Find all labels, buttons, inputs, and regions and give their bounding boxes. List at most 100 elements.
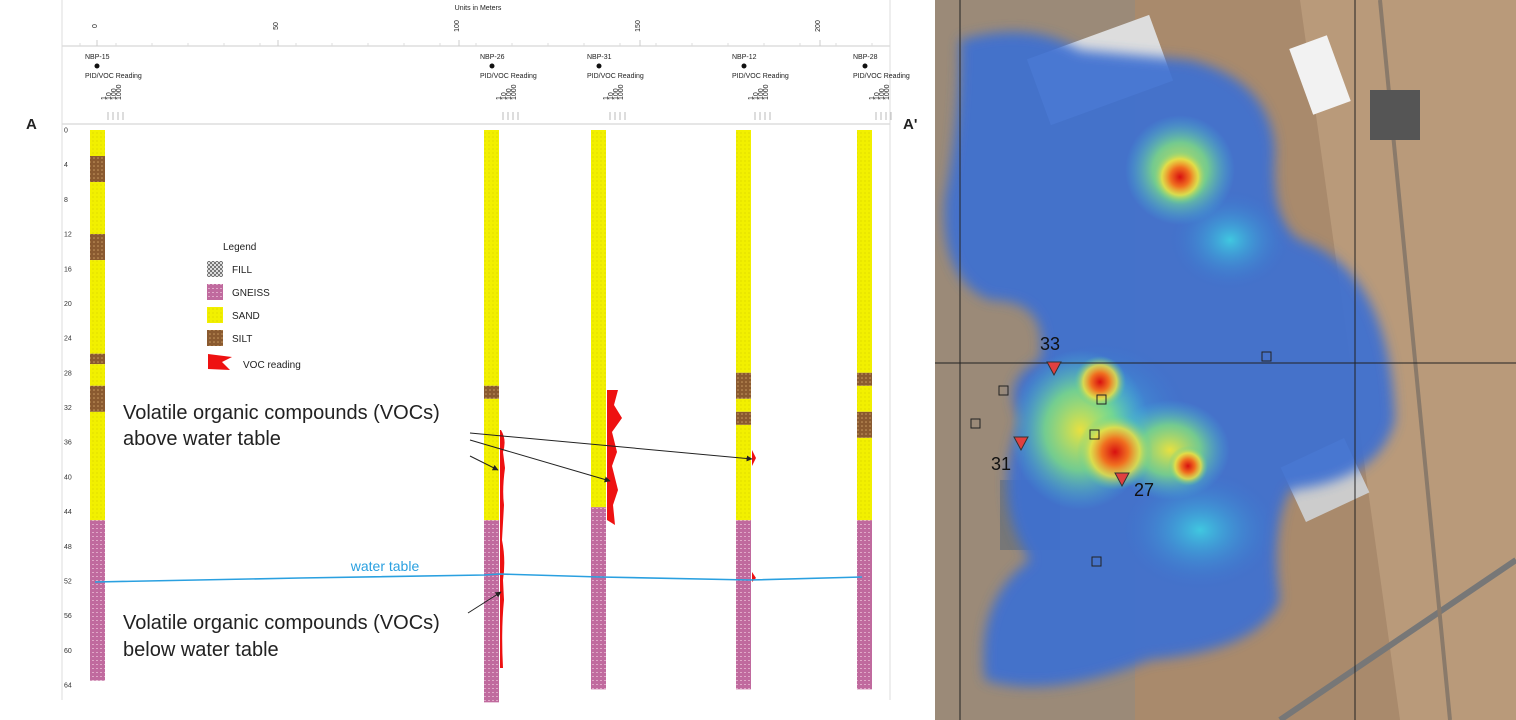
layer-sand <box>484 130 499 386</box>
legend-label: FILL <box>232 265 252 276</box>
scale-label: 100 <box>454 20 461 32</box>
depth-label: 48 <box>64 544 72 551</box>
well-label: 31 <box>991 454 1011 474</box>
depth-label: 16 <box>64 266 72 273</box>
scale-label: 200 <box>815 20 822 32</box>
arrow <box>469 432 753 462</box>
cross-section: Units in Meters A A' Legend FILL GNEISS … <box>26 0 917 703</box>
reading-scale-label: 100 <box>613 88 620 100</box>
depth-label: 44 <box>64 509 72 516</box>
layer-gneiss <box>736 520 751 690</box>
layer-sand <box>736 398 751 412</box>
annotation-line: Volatile organic compounds (VOCs) <box>123 612 440 634</box>
boring-name: NBP-26 <box>480 54 505 61</box>
well-marker <box>1114 472 1130 488</box>
well-marker <box>1013 436 1029 452</box>
map: 33 31 27 <box>935 0 1516 720</box>
legend-swatch <box>208 354 232 370</box>
boring-dot <box>94 63 100 69</box>
layer-sand <box>591 130 606 508</box>
scale-label: 50 <box>273 22 280 30</box>
layer-sand <box>736 424 751 521</box>
legend-label: SILT <box>232 334 252 345</box>
legend-label: GNEISS <box>232 288 270 299</box>
reading-scale-label: 10 <box>753 92 760 100</box>
layer-silt <box>736 372 751 399</box>
reading-label: PID/VOC Reading <box>587 73 644 80</box>
building <box>1370 90 1420 140</box>
reading-scale-label: 100 <box>506 88 513 100</box>
depth-label: 24 <box>64 336 72 343</box>
depth-label: 4 <box>64 162 68 169</box>
boring-name: NBP-28 <box>853 54 878 61</box>
depth-label: 20 <box>64 301 72 308</box>
depth-label: 52 <box>64 578 72 585</box>
depth-label: 40 <box>64 474 72 481</box>
depth-label: 56 <box>64 613 72 620</box>
reading-label: PID/VOC Reading <box>85 73 142 80</box>
scale-title: Units in Meters <box>455 5 502 12</box>
reading-scale-label: 10 <box>608 92 615 100</box>
reading-scale-label: 1 <box>101 96 108 100</box>
reading-scale-label: 1 <box>496 96 503 100</box>
layer-gneiss <box>90 520 105 681</box>
legend-label: VOC reading <box>243 360 301 371</box>
depth-label: 36 <box>64 440 72 447</box>
layer-silt <box>90 353 105 365</box>
reading-label: PID/VOC Reading <box>853 73 910 80</box>
well-label: 27 <box>1134 480 1154 500</box>
well-marker <box>1046 361 1062 377</box>
layer-silt <box>484 385 499 399</box>
legend-swatch <box>207 307 223 323</box>
heat-spot <box>1168 446 1208 486</box>
voc-reading <box>607 390 622 525</box>
legend-swatch <box>207 284 223 300</box>
reading-scale-label: 1000 <box>116 84 123 100</box>
depth-label: 28 <box>64 370 72 377</box>
depth-label: 8 <box>64 197 68 204</box>
annotation-line: Volatile organic compounds (VOCs) <box>123 402 440 424</box>
reading-scale-label: 100 <box>111 88 118 100</box>
arrow <box>469 455 499 471</box>
boring-name: NBP-12 <box>732 54 757 61</box>
layer-sand <box>857 385 872 412</box>
reading-scale-label: 1000 <box>884 84 891 100</box>
voc-reading <box>752 450 756 466</box>
heat-zone <box>1120 470 1280 590</box>
voc-reading <box>500 430 505 668</box>
legend-title: Legend <box>223 242 256 253</box>
layer-gneiss <box>591 507 606 690</box>
reading-scale-label: 1000 <box>511 84 518 100</box>
road <box>1278 557 1516 720</box>
legend-label: SAND <box>232 311 260 322</box>
layer-silt <box>90 156 105 183</box>
depth-label: 12 <box>64 232 72 239</box>
water-table-label: water table <box>350 558 420 574</box>
scale-label: 0 <box>92 24 99 28</box>
reading-scale-label: 10 <box>874 92 881 100</box>
reading-scale-label: 10 <box>106 92 113 100</box>
boring-dot <box>489 63 495 69</box>
layer-silt <box>90 234 105 261</box>
section-end: A' <box>903 116 917 133</box>
layer-sand <box>90 182 105 235</box>
layer-silt <box>857 411 872 438</box>
water-table-line <box>94 573 863 583</box>
arrow <box>469 439 611 483</box>
boring-dot <box>741 63 747 69</box>
reading-scale-label: 1 <box>748 96 755 100</box>
heat-spot <box>1152 149 1208 205</box>
reading-scale-label: 1000 <box>618 84 625 100</box>
layer-sand <box>90 130 105 157</box>
reading-scale-label: 1000 <box>763 84 770 100</box>
layer-sand <box>857 437 872 521</box>
boring-dot <box>596 63 602 69</box>
arrow <box>467 591 502 614</box>
well-label: 33 <box>1040 334 1060 354</box>
reading-scale-label: 1 <box>603 96 610 100</box>
layer-gneiss <box>857 520 872 690</box>
boring-name: NBP-15 <box>85 54 110 61</box>
